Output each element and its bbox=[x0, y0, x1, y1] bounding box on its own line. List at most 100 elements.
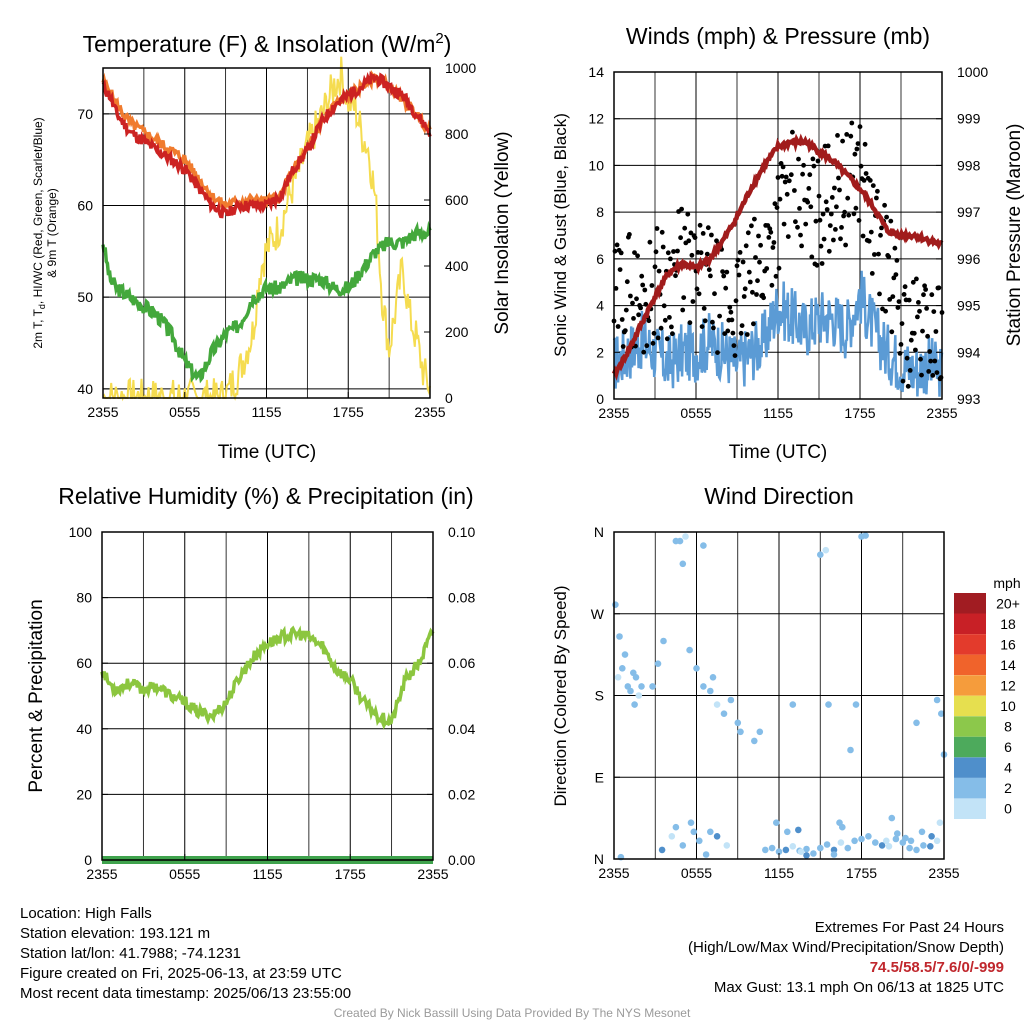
pressure-y2tick-label-1: 994 bbox=[957, 344, 981, 360]
gust-point bbox=[917, 308, 922, 314]
gust-point bbox=[899, 321, 905, 326]
gust-point bbox=[709, 232, 714, 238]
gust-point bbox=[775, 175, 781, 180]
direction-point bbox=[885, 843, 893, 850]
gust-point bbox=[884, 214, 889, 220]
insolation-y2tick-label-1: 200 bbox=[445, 324, 469, 340]
temperature-panel: Temperature (F) & Insolation (W/m2) 2355… bbox=[31, 30, 513, 463]
direction-point bbox=[844, 844, 852, 852]
gust-point bbox=[774, 205, 780, 211]
gust-point bbox=[656, 268, 662, 274]
pressure-y2tick-label-4: 997 bbox=[957, 204, 981, 220]
winds-series bbox=[611, 120, 945, 397]
gust-point bbox=[646, 318, 652, 324]
gust-point bbox=[785, 234, 791, 240]
winds-ytick-label-6: 12 bbox=[588, 111, 604, 127]
direction-point bbox=[852, 701, 860, 708]
gust-point bbox=[811, 163, 817, 169]
direction-point bbox=[830, 846, 838, 854]
gust-point bbox=[814, 262, 820, 268]
gust-point bbox=[751, 321, 756, 327]
humidity-xtick-label-3: 1755 bbox=[335, 866, 366, 882]
gust-point bbox=[836, 175, 841, 181]
speed-legend-label: 0 bbox=[1004, 801, 1012, 817]
gust-point bbox=[897, 351, 903, 356]
direction-point bbox=[702, 851, 710, 858]
gust-point bbox=[761, 295, 766, 301]
direction-ytick-label-4: N bbox=[594, 524, 604, 540]
gust-point bbox=[883, 308, 888, 314]
gust-point bbox=[698, 250, 704, 256]
gust-point bbox=[844, 132, 850, 137]
gust-point bbox=[701, 306, 707, 311]
direction-ytick-label-2: S bbox=[595, 688, 604, 704]
wind-axis-label: Sonic Wind & Gust (Blue, Black) bbox=[551, 113, 570, 357]
direction-point bbox=[851, 837, 858, 845]
gust-point bbox=[665, 250, 671, 256]
gust-point bbox=[615, 324, 621, 329]
direction-axis-label: Direction (Colored By Speed) bbox=[551, 585, 570, 806]
gust-point bbox=[810, 156, 816, 162]
gust-point bbox=[721, 273, 727, 279]
direction-point bbox=[727, 696, 735, 704]
gust-point bbox=[642, 287, 648, 293]
gust-point bbox=[855, 141, 861, 147]
temperature-left-axis-label-line2: & 9m T (Orange) bbox=[45, 188, 59, 278]
gust-point bbox=[877, 291, 882, 297]
precip-y2tick-label-3: 0.06 bbox=[448, 655, 475, 671]
direction-point bbox=[687, 819, 695, 826]
winds-x-axis-label: Time (UTC) bbox=[729, 442, 828, 463]
gust-point bbox=[799, 243, 804, 249]
humidity-ytick-label-3: 60 bbox=[76, 655, 92, 671]
gust-point bbox=[797, 206, 802, 211]
gust-point bbox=[792, 188, 797, 193]
gust-point bbox=[860, 233, 866, 239]
pressure-axis-label: Station Pressure (Maroon) bbox=[1004, 124, 1024, 347]
winds-ytick-label-0: 0 bbox=[596, 391, 604, 407]
gust-point bbox=[875, 188, 880, 194]
pressure-y2tick-label-2: 995 bbox=[957, 298, 981, 314]
direction-point bbox=[906, 844, 913, 852]
speed-legend-label: 10 bbox=[1000, 698, 1016, 714]
winds-panel: Winds (mph) & Pressure (mb) 2355 0555 1155… bbox=[551, 23, 1024, 463]
direction-point bbox=[825, 701, 832, 708]
gust-point bbox=[766, 235, 772, 240]
gust-point bbox=[863, 171, 869, 176]
direction-ytick-label-1: E bbox=[595, 769, 604, 785]
direction-point bbox=[892, 835, 900, 843]
winds-panel-title: Winds (mph) & Pressure (mb) bbox=[626, 23, 930, 49]
direction-point bbox=[830, 851, 838, 858]
speed-legend-label: 2 bbox=[1004, 780, 1012, 796]
gust-point bbox=[739, 323, 745, 328]
gust-point bbox=[819, 261, 825, 266]
speed-legend-label: 12 bbox=[1000, 678, 1016, 694]
temperature-ytick-label-0: 40 bbox=[77, 381, 93, 397]
direction-xtick-label-4: 2355 bbox=[928, 865, 959, 881]
gust-point bbox=[758, 242, 763, 248]
gust-point bbox=[894, 258, 900, 263]
precip-y2tick-label-2: 0.04 bbox=[448, 721, 475, 737]
extremes-subtitle: (High/Low/Max Wind/Precipitation/Snow De… bbox=[688, 939, 1004, 956]
gust-point bbox=[833, 227, 838, 232]
gust-point bbox=[658, 325, 664, 331]
station-elevation: Station elevation: 193.121 m bbox=[20, 925, 211, 942]
humidity-ytick-label-0: 0 bbox=[84, 852, 92, 868]
gust-point bbox=[689, 252, 695, 258]
speed-legend-label: 14 bbox=[1000, 657, 1016, 673]
gust-point bbox=[924, 306, 929, 311]
gust-point bbox=[882, 202, 887, 208]
direction-point bbox=[858, 835, 865, 843]
gust-point bbox=[923, 287, 928, 292]
humidity-xtick-label-4: 2355 bbox=[417, 866, 448, 882]
winds-ticks: 2355 0555 1155 1755 235502468101214993994995… bbox=[588, 64, 988, 421]
gust-point bbox=[906, 297, 912, 303]
gust-point bbox=[668, 256, 673, 262]
gust-point bbox=[926, 369, 932, 374]
gust-point bbox=[620, 344, 626, 349]
direction-point bbox=[862, 532, 869, 539]
gust-point bbox=[777, 196, 783, 202]
gust-point bbox=[720, 269, 725, 274]
gust-point bbox=[767, 226, 773, 232]
gust-point bbox=[783, 174, 789, 180]
